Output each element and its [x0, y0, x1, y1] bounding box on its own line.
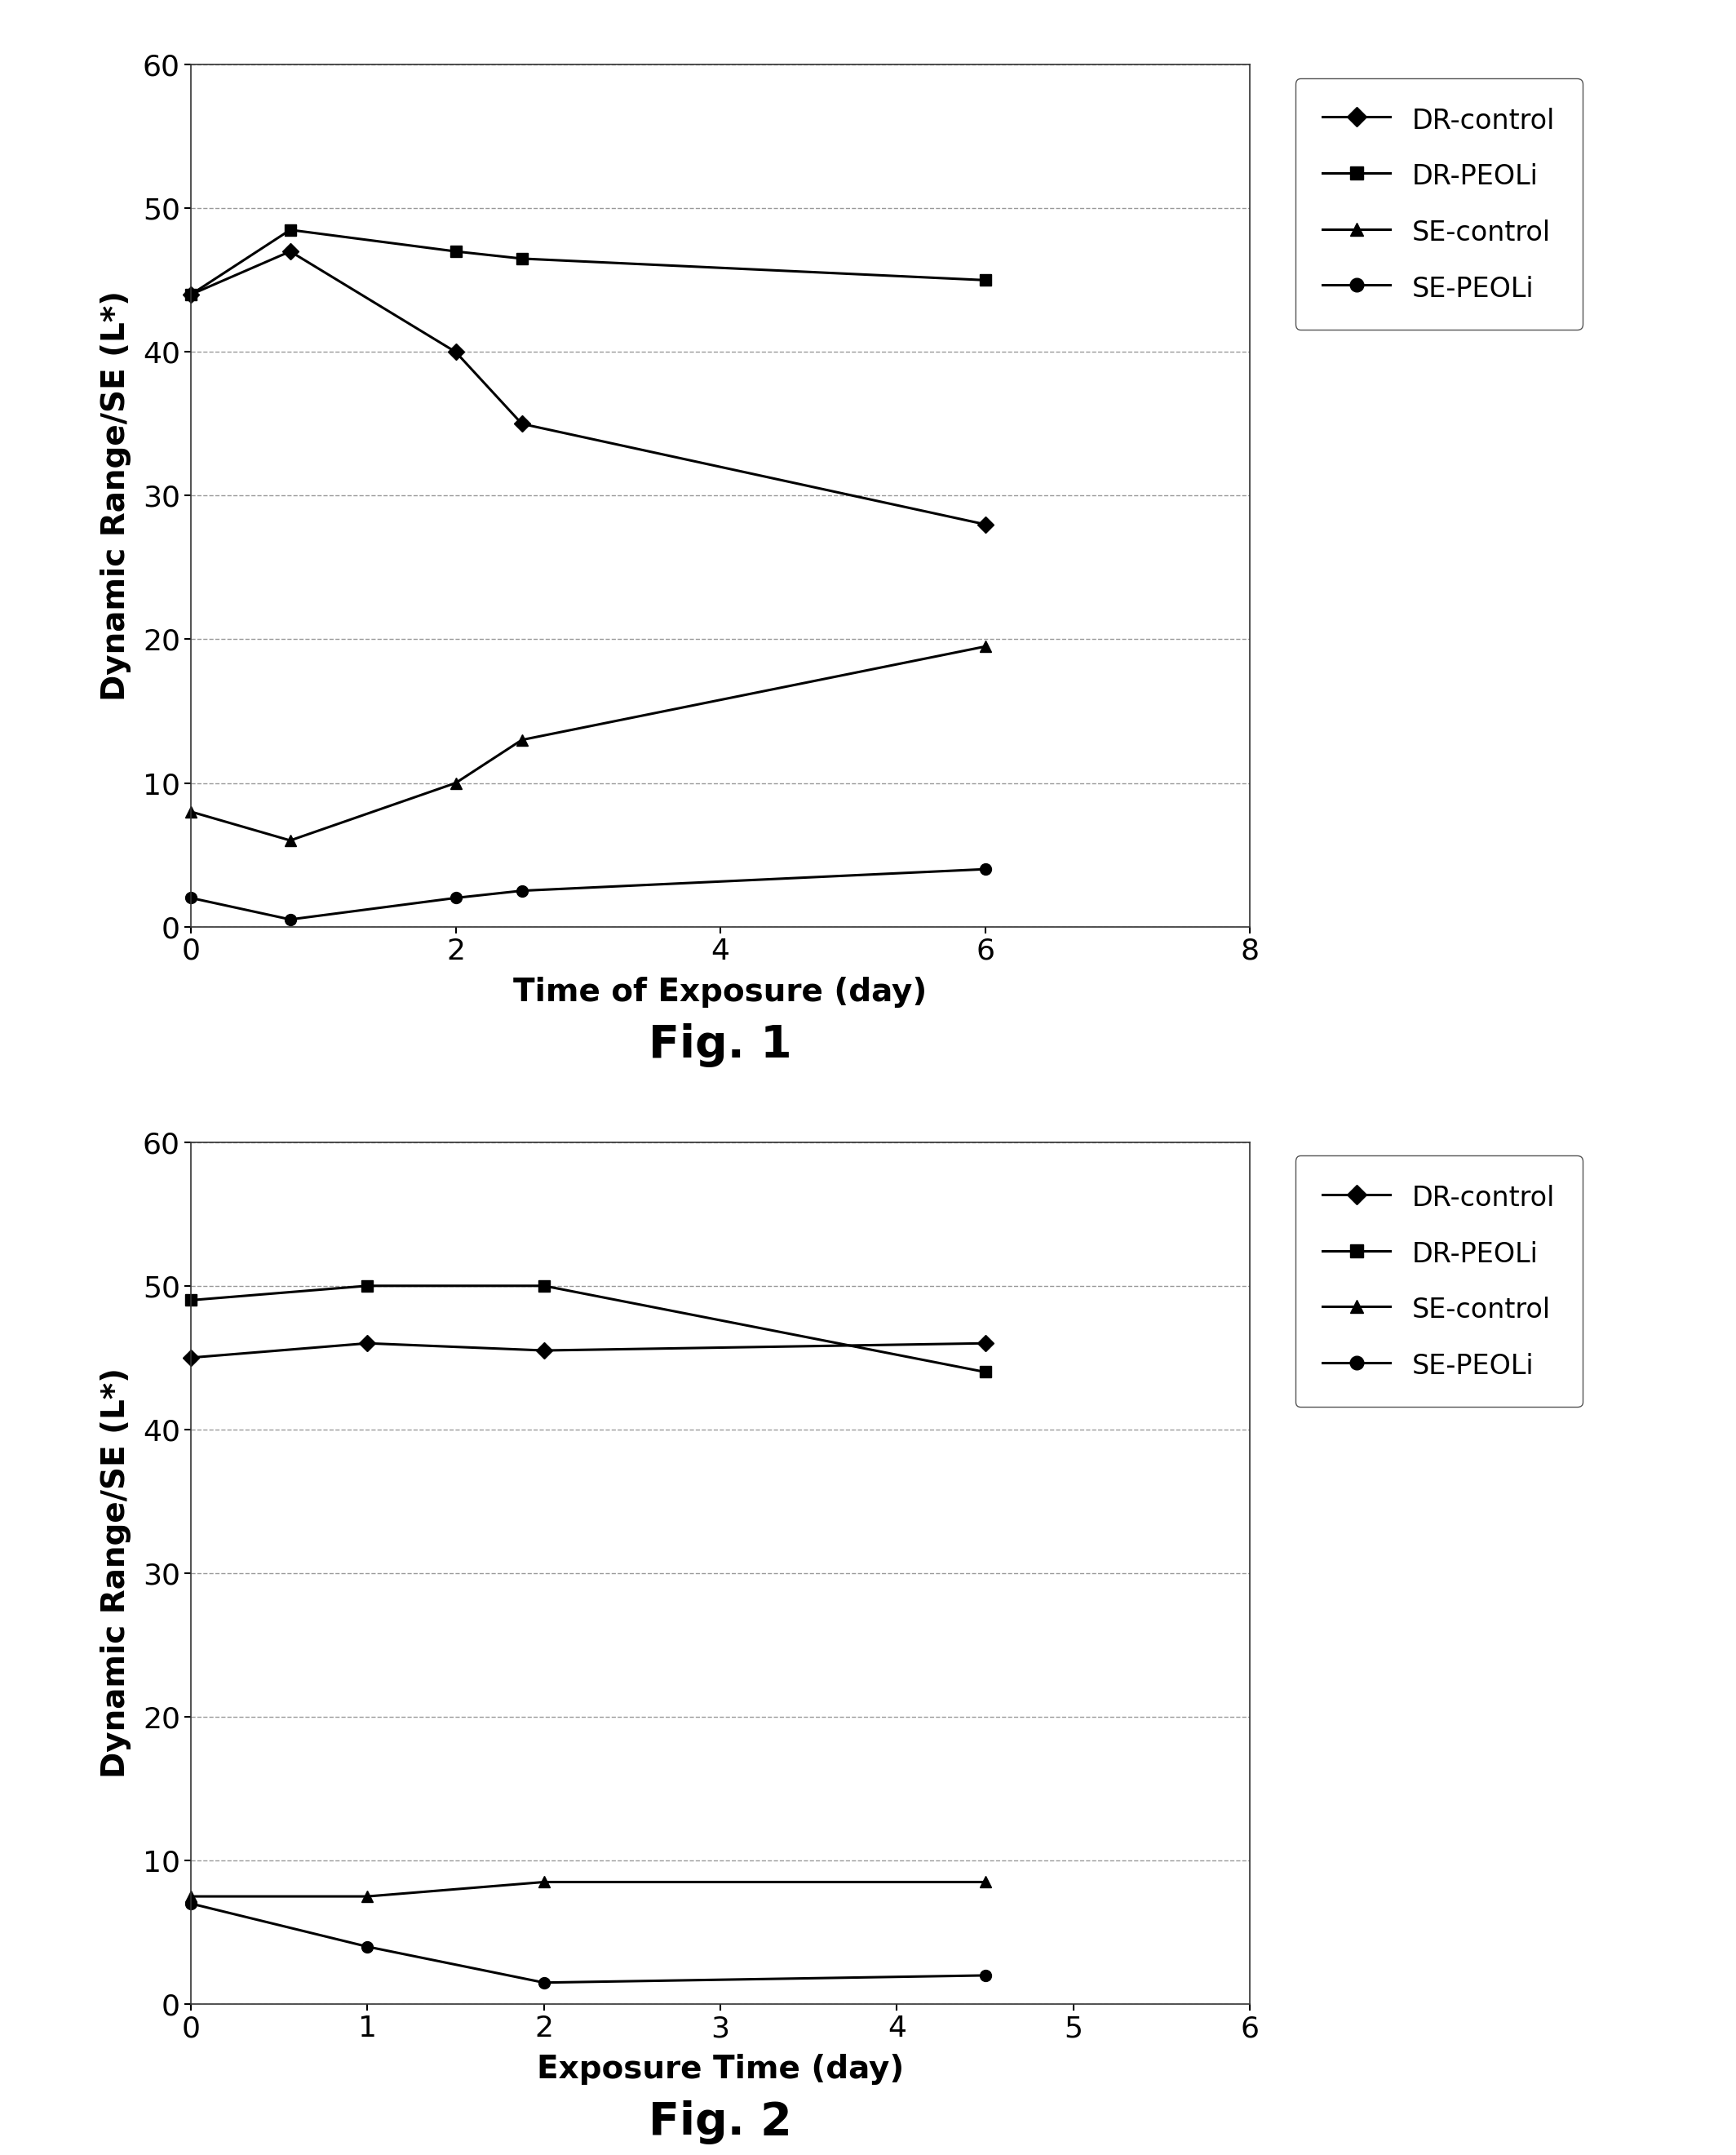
Y-axis label: Dynamic Range/SE (L*): Dynamic Range/SE (L*) [101, 1368, 132, 1778]
SE-PEOLi [181, 1890, 201, 1916]
SE-PEOLi [512, 877, 533, 903]
DR-PEOLi [974, 1360, 995, 1386]
Legend: DR-control, DR-PEOLi, SE-control, SE-PEOLi: DR-control, DR-PEOLi, SE-control, SE-PEO… [1295, 1155, 1583, 1407]
DR-control [181, 282, 201, 308]
SE-PEOLi [279, 907, 300, 933]
SE-PEOLi [974, 856, 995, 881]
X-axis label: Time of Exposure (day): Time of Exposure (day) [514, 976, 927, 1009]
SE-control [358, 1883, 378, 1909]
SE-control [974, 634, 995, 659]
DR-PEOLi [279, 218, 300, 244]
SE-control [279, 828, 300, 853]
SE-control [533, 1868, 554, 1894]
Line: DR-PEOLi: DR-PEOLi [186, 1280, 991, 1377]
SE-control [181, 1883, 201, 1909]
SE-PEOLi [974, 1963, 995, 1989]
X-axis label: Exposure Time (day): Exposure Time (day) [536, 2054, 904, 2086]
DR-PEOLi [181, 282, 201, 308]
DR-control [444, 338, 465, 364]
SE-PEOLi [181, 886, 201, 912]
SE-control [444, 769, 465, 795]
Line: SE-control: SE-control [186, 1877, 991, 1903]
Line: DR-control: DR-control [186, 1338, 991, 1364]
DR-control [512, 412, 533, 437]
SE-control [974, 1868, 995, 1894]
DR-control [358, 1330, 378, 1355]
Line: DR-PEOLi: DR-PEOLi [186, 224, 991, 300]
DR-control [533, 1338, 554, 1364]
Line: DR-control: DR-control [186, 246, 991, 530]
DR-control [279, 239, 300, 265]
DR-control [974, 511, 995, 537]
Y-axis label: Dynamic Range/SE (L*): Dynamic Range/SE (L*) [101, 291, 132, 700]
DR-PEOLi [358, 1274, 378, 1299]
SE-control [512, 726, 533, 752]
SE-PEOLi [358, 1933, 378, 1959]
Line: SE-PEOLi: SE-PEOLi [186, 1899, 991, 1989]
Text: Fig. 2: Fig. 2 [649, 2101, 792, 2144]
SE-PEOLi [444, 886, 465, 912]
DR-PEOLi [181, 1287, 201, 1312]
Legend: DR-control, DR-PEOLi, SE-control, SE-PEOLi: DR-control, DR-PEOLi, SE-control, SE-PEO… [1295, 78, 1583, 330]
Line: SE-control: SE-control [186, 640, 991, 847]
SE-control [181, 800, 201, 825]
Text: Fig. 1: Fig. 1 [649, 1024, 792, 1067]
SE-PEOLi [533, 1970, 554, 1996]
Line: SE-PEOLi: SE-PEOLi [186, 864, 991, 924]
DR-PEOLi [444, 239, 465, 265]
DR-PEOLi [512, 246, 533, 272]
DR-control [974, 1330, 995, 1355]
DR-control [181, 1345, 201, 1371]
DR-PEOLi [974, 267, 995, 293]
DR-PEOLi [533, 1274, 554, 1299]
